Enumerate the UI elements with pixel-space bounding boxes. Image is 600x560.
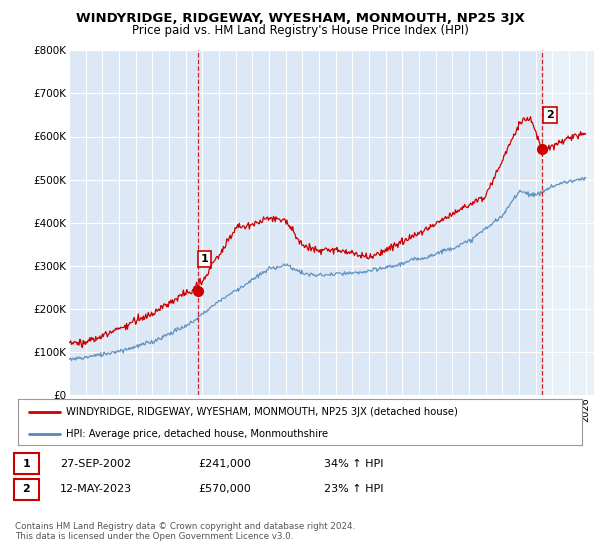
Text: £570,000: £570,000 xyxy=(198,484,251,494)
Text: Price paid vs. HM Land Registry's House Price Index (HPI): Price paid vs. HM Land Registry's House … xyxy=(131,24,469,36)
Text: 12-MAY-2023: 12-MAY-2023 xyxy=(60,484,132,494)
Text: 1: 1 xyxy=(23,459,30,469)
Text: Contains HM Land Registry data © Crown copyright and database right 2024.
This d: Contains HM Land Registry data © Crown c… xyxy=(15,522,355,542)
Text: WINDYRIDGE, RIDGEWAY, WYESHAM, MONMOUTH, NP25 3JX: WINDYRIDGE, RIDGEWAY, WYESHAM, MONMOUTH,… xyxy=(76,12,524,25)
Text: 1: 1 xyxy=(201,254,209,264)
Text: 2: 2 xyxy=(546,110,554,120)
Text: 2: 2 xyxy=(23,484,30,494)
Text: 34% ↑ HPI: 34% ↑ HPI xyxy=(324,459,383,469)
Text: 23% ↑ HPI: 23% ↑ HPI xyxy=(324,484,383,494)
Text: £241,000: £241,000 xyxy=(198,459,251,469)
Text: HPI: Average price, detached house, Monmouthshire: HPI: Average price, detached house, Monm… xyxy=(66,429,328,438)
Text: WINDYRIDGE, RIDGEWAY, WYESHAM, MONMOUTH, NP25 3JX (detached house): WINDYRIDGE, RIDGEWAY, WYESHAM, MONMOUTH,… xyxy=(66,407,458,417)
Text: 27-SEP-2002: 27-SEP-2002 xyxy=(60,459,131,469)
Bar xyxy=(542,50,594,395)
